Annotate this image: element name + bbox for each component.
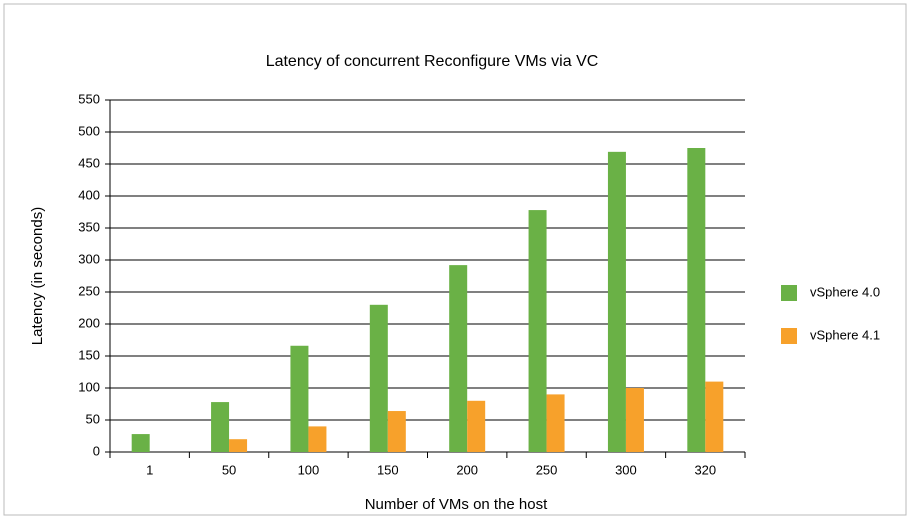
- bar: [528, 210, 547, 452]
- legend-label: vSphere 4.1: [810, 327, 880, 342]
- y-tick-label: 100: [78, 379, 100, 394]
- bar: [308, 426, 327, 452]
- bar: [467, 400, 486, 452]
- x-axis-title: Number of VMs on the host: [365, 496, 548, 513]
- y-tick-label: 300: [78, 251, 100, 266]
- legend-swatch: [781, 285, 797, 301]
- bar: [369, 304, 388, 452]
- x-tick-label: 150: [377, 462, 399, 477]
- legend-label: vSphere 4.0: [810, 284, 880, 299]
- y-tick-label: 500: [78, 123, 100, 138]
- bar: [546, 394, 565, 452]
- bar: [625, 388, 644, 452]
- chart-frame: [3, 3, 907, 516]
- bar: [705, 381, 724, 452]
- y-axis-title: Latency (in seconds): [29, 207, 46, 345]
- x-tick-label: 320: [694, 462, 716, 477]
- bar: [290, 345, 309, 452]
- y-tick-label: 400: [78, 187, 100, 202]
- bar: [687, 148, 706, 452]
- y-tick-label: 150: [78, 347, 100, 362]
- y-tick-label: 0: [93, 443, 100, 458]
- bar: [607, 151, 626, 452]
- y-tick-label: 50: [86, 411, 100, 426]
- bar: [131, 434, 150, 452]
- legend-swatch: [781, 328, 797, 344]
- x-tick-label: 1: [146, 462, 153, 477]
- y-tick-label: 550: [78, 91, 100, 106]
- x-tick-label: 200: [456, 462, 478, 477]
- x-tick-label: 100: [298, 462, 320, 477]
- y-tick-label: 350: [78, 219, 100, 234]
- y-tick-label: 250: [78, 283, 100, 298]
- x-tick-label: 300: [615, 462, 637, 477]
- y-tick-label: 450: [78, 155, 100, 170]
- bar: [387, 411, 406, 452]
- bar: [449, 265, 468, 452]
- bar: [229, 439, 248, 452]
- chart-title: Latency of concurrent Reconfigure VMs vi…: [266, 53, 599, 70]
- x-tick-label: 250: [536, 462, 558, 477]
- y-tick-label: 200: [78, 315, 100, 330]
- x-tick-label: 50: [222, 462, 236, 477]
- bar: [211, 402, 230, 452]
